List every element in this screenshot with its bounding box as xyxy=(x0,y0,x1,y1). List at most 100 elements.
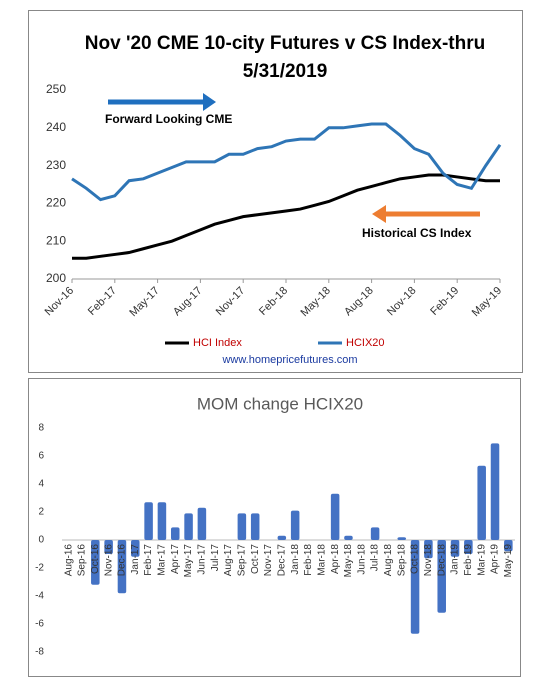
x-tick-label: Dec-18 xyxy=(436,544,447,577)
y-tick-label: 240 xyxy=(46,120,66,134)
y-tick-label: -8 xyxy=(35,647,44,658)
x-tick-label: Nov-17 xyxy=(214,285,248,319)
legend-label: HCIX20 xyxy=(346,337,385,349)
y-tick-label: -6 xyxy=(35,619,44,630)
chart-frame xyxy=(28,10,523,373)
bar xyxy=(504,540,513,552)
x-tick-label: Apr-18 xyxy=(330,544,341,574)
bar xyxy=(91,540,100,585)
y-tick-label: 250 xyxy=(46,82,66,96)
bar xyxy=(197,507,207,540)
x-tick-label: Jun-18 xyxy=(356,544,367,575)
x-tick-label: May-19 xyxy=(470,285,504,319)
y-tick-label: 220 xyxy=(46,196,66,210)
x-tick-label: May-18 xyxy=(299,285,333,319)
y-tick-label: 230 xyxy=(46,158,66,172)
bar xyxy=(477,465,486,540)
x-tick-label: Dec-17 xyxy=(276,544,287,577)
x-tick-label: Mar-18 xyxy=(316,544,327,576)
x-tick-label: Feb-17 xyxy=(86,285,119,318)
x-tick-label: Feb-17 xyxy=(143,544,154,576)
x-tick-label: Oct-16 xyxy=(90,544,101,574)
bar xyxy=(397,537,407,540)
bar xyxy=(464,540,473,554)
x-tick-label: Feb-18 xyxy=(257,285,290,318)
arrow-head xyxy=(372,205,386,223)
bar xyxy=(250,513,260,540)
arrow-head xyxy=(203,93,216,111)
bar xyxy=(344,535,353,540)
y-tick-label: -4 xyxy=(35,591,44,602)
x-tick-label: Jul-18 xyxy=(370,544,381,572)
line-series xyxy=(71,122,502,202)
x-tick-label: Sep-16 xyxy=(77,544,88,577)
y-tick-label: -2 xyxy=(35,563,44,574)
y-tick-label: 0 xyxy=(38,535,44,546)
annotation: Historical CS Index xyxy=(362,226,472,240)
x-tick-label: Nov-18 xyxy=(423,544,434,577)
x-tick-label: Jun-17 xyxy=(197,544,208,575)
x-tick-label: Feb-19 xyxy=(463,544,474,576)
x-tick-label: May-18 xyxy=(343,544,354,578)
x-tick-label: Aug-18 xyxy=(383,544,394,577)
x-tick-label: Nov-16 xyxy=(43,285,77,319)
bar xyxy=(131,540,140,557)
x-tick-label: Feb-18 xyxy=(303,544,314,576)
source: www.homepricefutures.com xyxy=(221,354,357,366)
bar xyxy=(157,502,167,540)
x-tick-label: Aug-17 xyxy=(223,544,234,577)
x-tick-label: May-19 xyxy=(503,544,514,578)
x-tick-label: Nov-17 xyxy=(263,544,274,577)
legend-label: HCI Index xyxy=(193,337,242,349)
bar xyxy=(104,540,113,554)
x-tick-label: Feb-19 xyxy=(428,285,461,318)
x-tick-label: Apr-19 xyxy=(490,544,501,574)
x-tick-label: Jul-17 xyxy=(210,544,221,572)
bar xyxy=(490,443,500,540)
y-tick-label: 6 xyxy=(38,451,44,462)
x-tick-label: Jan-19 xyxy=(450,544,461,575)
bar xyxy=(170,527,180,540)
chart-title: Nov '20 CME 10-city Futures v CS Index-t… xyxy=(84,33,486,82)
y-tick-label: 210 xyxy=(46,233,66,247)
bar xyxy=(117,540,127,594)
x-tick-label: Oct-18 xyxy=(410,544,421,574)
y-tick-label: 8 xyxy=(38,423,44,434)
x-tick-label: Mar-17 xyxy=(157,544,168,576)
bar xyxy=(330,493,340,540)
x-tick-label: Nov-18 xyxy=(385,285,419,319)
bar xyxy=(277,535,287,540)
y-tick-label: 4 xyxy=(38,479,44,490)
x-tick-label: Oct-17 xyxy=(250,544,261,574)
bar xyxy=(144,502,153,540)
x-tick-label: Nov-16 xyxy=(103,544,114,577)
y-tick-label: 200 xyxy=(46,271,66,285)
x-tick-label: Aug-18 xyxy=(342,285,376,319)
line-series xyxy=(72,173,500,260)
x-tick-label: Mar-19 xyxy=(476,544,487,576)
x-tick-label: Aug-16 xyxy=(63,544,74,577)
bar xyxy=(424,540,433,559)
x-tick-label: Dec-16 xyxy=(117,544,128,577)
x-tick-label: May-17 xyxy=(127,285,161,319)
x-tick-label: Jan-18 xyxy=(290,544,301,575)
bar xyxy=(370,527,380,540)
bar xyxy=(450,540,460,557)
bar xyxy=(410,540,420,634)
chart-frame xyxy=(28,378,521,677)
x-tick-label: Sep-18 xyxy=(396,544,407,577)
x-tick-label: May-17 xyxy=(183,544,194,578)
annotation: Forward Looking CME xyxy=(105,112,232,126)
bar xyxy=(290,510,300,540)
y-tick-label: 2 xyxy=(38,507,44,518)
bar xyxy=(184,513,193,540)
x-tick-label: Aug-17 xyxy=(171,285,205,319)
bar xyxy=(237,513,247,540)
bar xyxy=(437,540,446,613)
x-tick-label: Apr-17 xyxy=(170,544,181,574)
x-tick-label: Jan-17 xyxy=(130,544,141,575)
chart-title: MOM change HCIX20 xyxy=(197,394,363,413)
x-tick-label: Sep-17 xyxy=(237,544,248,577)
